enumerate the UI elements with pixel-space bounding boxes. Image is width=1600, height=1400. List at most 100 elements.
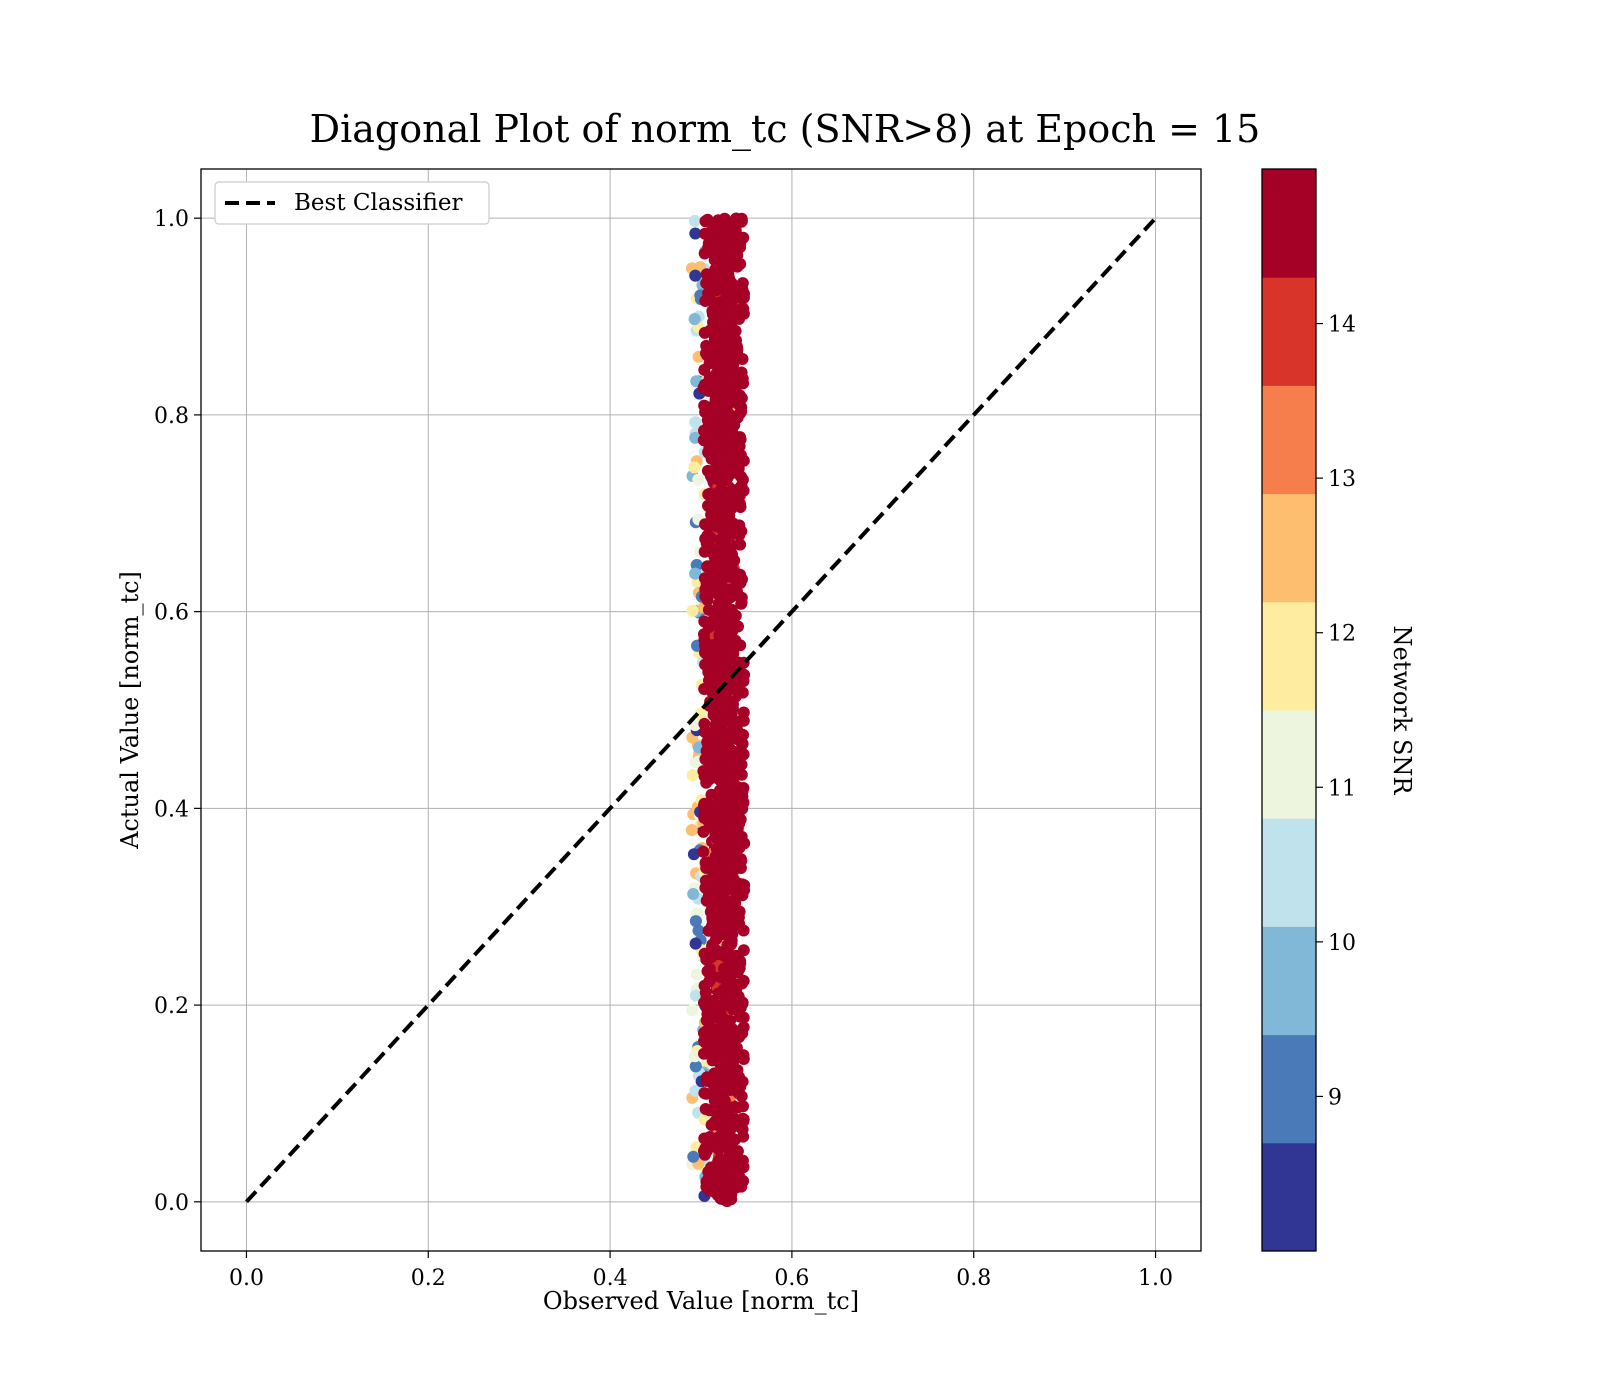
- scatter-point: [708, 379, 721, 392]
- scatter-point: [703, 962, 716, 975]
- scatter-point: [714, 631, 727, 644]
- y-tick-label: 1.0: [154, 207, 189, 232]
- scatter-point: [715, 724, 728, 737]
- x-axis-ticks: 0.0 0.2 0.4 0.6 0.8 1.0: [229, 1251, 1173, 1291]
- scatter-point: [725, 934, 738, 947]
- scatter-point: [699, 1103, 712, 1115]
- scatter-point: [730, 212, 743, 225]
- scatter-point: [704, 432, 717, 444]
- scatter-point: [692, 473, 705, 486]
- scatter-point: [708, 254, 721, 266]
- scatter-point: [688, 313, 701, 326]
- plot-frame: [200, 168, 1202, 1252]
- scatter-point: [736, 785, 749, 798]
- scatter-point: [689, 416, 702, 429]
- y-tick-label: 0.8: [154, 404, 189, 429]
- colorbar-tick-label: 11: [1328, 776, 1356, 801]
- scatter-point: [694, 708, 707, 720]
- scatter-point: [735, 366, 748, 379]
- scatter-point: [688, 461, 701, 474]
- scatter-point: [689, 567, 702, 580]
- scatter-point: [698, 717, 711, 730]
- scatter-point: [708, 693, 721, 706]
- scatter-point: [702, 1165, 715, 1178]
- scatter-point: [706, 938, 719, 951]
- x-tick-label: 0.4: [593, 1266, 628, 1291]
- scatter-point: [720, 563, 733, 576]
- scatter-point: [715, 1002, 728, 1015]
- best-classifier-line: [244, 216, 1158, 1204]
- scatter-point: [701, 213, 714, 226]
- scatter-point: [731, 249, 744, 262]
- scatter-point: [711, 1023, 724, 1036]
- scatter-point: [725, 277, 738, 290]
- scatter-point: [700, 776, 713, 789]
- scatter-point: [736, 737, 749, 750]
- scatter-point: [703, 1137, 715, 1150]
- legend-entry-best-classifier: Best Classifier: [294, 190, 462, 216]
- scatter-point: [730, 757, 743, 769]
- scatter-point: [698, 633, 711, 646]
- y-tick-label: 0.2: [154, 994, 189, 1019]
- scatter-point: [714, 1065, 727, 1078]
- scatter-point: [732, 990, 745, 1003]
- scatter-point: [730, 620, 743, 633]
- scatter-point: [697, 845, 710, 858]
- scatter-point: [731, 467, 744, 480]
- colorbar-bin: [1262, 1034, 1316, 1144]
- scatter-point: [725, 864, 738, 877]
- scatter-point: [707, 547, 720, 560]
- scatter-point: [699, 856, 712, 869]
- scatter-point: [736, 301, 749, 314]
- colorbar-bin: [1262, 169, 1316, 278]
- scatter-point: [716, 891, 728, 904]
- scatter-point: [732, 1082, 745, 1095]
- scatter-point: [698, 363, 711, 376]
- scatter-point: [716, 409, 729, 422]
- scatter-point: [711, 422, 724, 434]
- colorbar-bin: [1262, 926, 1316, 1036]
- scatter-point: [720, 389, 733, 402]
- scatter-point: [714, 774, 727, 787]
- scatter-point: [729, 224, 742, 237]
- scatter-point: [733, 905, 746, 918]
- scatter-point: [735, 401, 748, 414]
- scatter-point: [701, 1008, 714, 1021]
- scatter-point: [714, 834, 727, 847]
- scatter-point: [706, 410, 719, 423]
- colorbar-tick-label: 12: [1328, 622, 1356, 647]
- colorbar: 9 10 11 12 13 14 Network SNR: [1261, 168, 1416, 1252]
- scatter-point: [690, 989, 702, 1002]
- scatter-point: [699, 986, 712, 999]
- scatter-point: [733, 1010, 746, 1023]
- scatter-point: [688, 214, 701, 227]
- scatter-point: [726, 918, 739, 931]
- colorbar-tick-label: 9: [1328, 1085, 1342, 1110]
- scatter-point: [711, 876, 723, 889]
- scatter-point: [704, 973, 717, 985]
- scatter-point: [735, 854, 748, 867]
- scatter-point: [689, 269, 702, 282]
- scatter-point: [737, 944, 750, 957]
- scatter-point: [702, 488, 715, 501]
- scatter-point: [698, 326, 711, 339]
- colorbar-bins: [1262, 169, 1316, 1252]
- scatter-point: [718, 752, 731, 765]
- scatter-point: [687, 848, 700, 861]
- scatter-point: [717, 791, 730, 804]
- scatter-point: [689, 1050, 701, 1063]
- scatter-point: [692, 924, 705, 937]
- scatter-point: [721, 654, 734, 667]
- scatter-point: [708, 644, 721, 657]
- scatter-point: [691, 968, 703, 981]
- scatter-point: [718, 212, 731, 225]
- scatter-point: [689, 227, 702, 240]
- scatter-point: [725, 706, 738, 719]
- scatter-point: [723, 645, 736, 658]
- colorbar-bin: [1262, 601, 1316, 711]
- scatter-point: [689, 915, 702, 928]
- scatter-point: [711, 298, 724, 311]
- scatter-point: [699, 646, 711, 659]
- scatter-point: [731, 883, 744, 896]
- scatter-point: [734, 538, 747, 551]
